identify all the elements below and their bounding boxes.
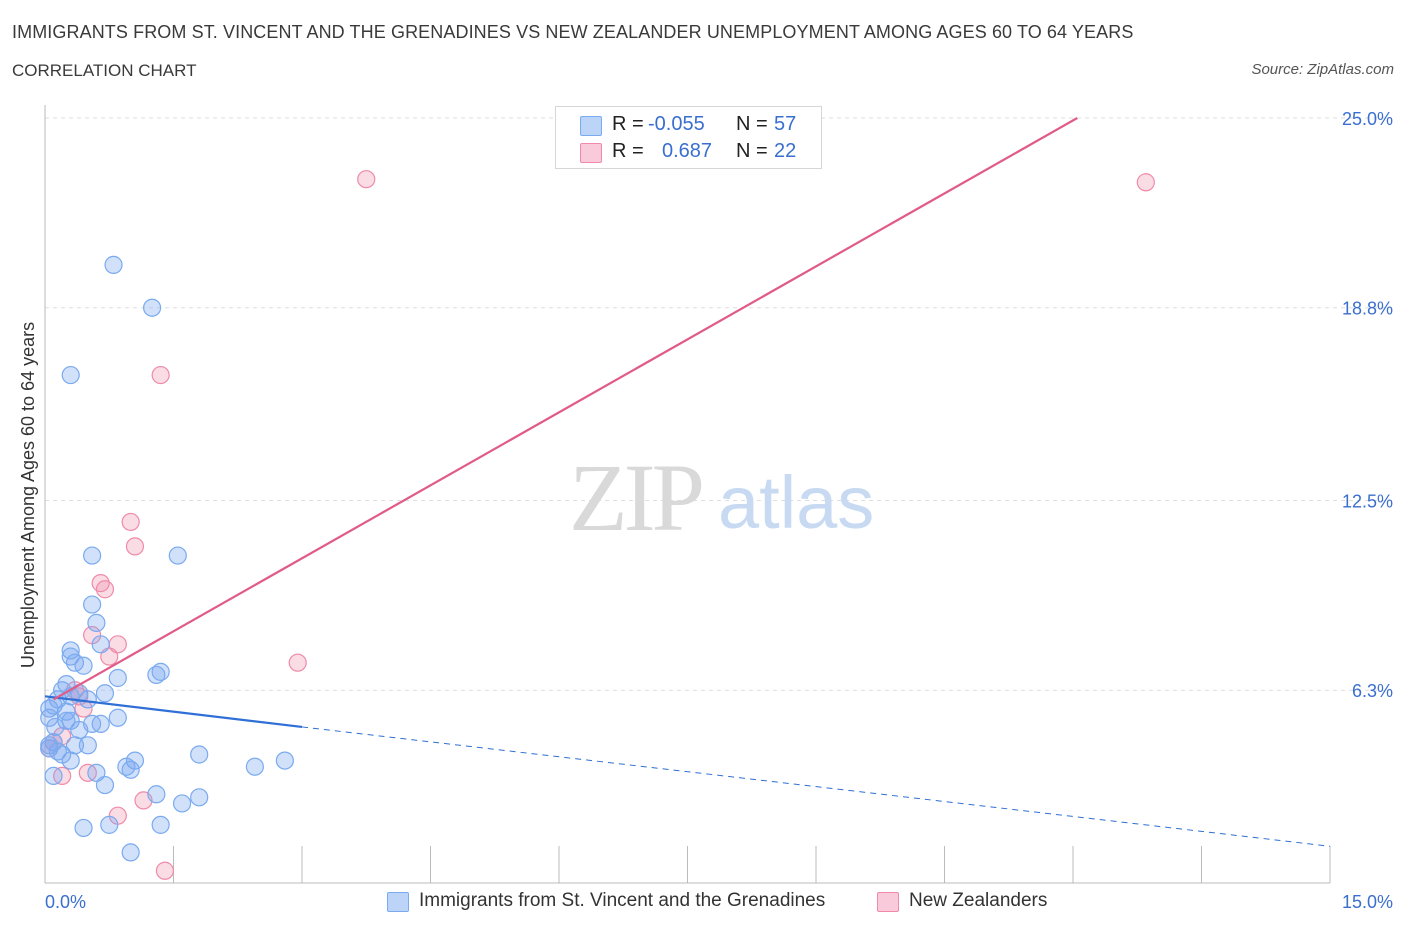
axes [44, 105, 1331, 884]
data-point-new-zealanders [1136, 173, 1155, 192]
data-point-st-vincent [95, 684, 115, 703]
data-point-st-vincent [40, 736, 59, 755]
data-point-st-vincent [125, 751, 145, 770]
data-point-st-vincent [57, 702, 76, 721]
data-point-st-vincent [172, 794, 192, 813]
data-point-st-vincent [61, 751, 80, 770]
data-point-st-vincent [91, 635, 110, 654]
data-point-st-vincent [275, 751, 294, 770]
watermark: ZIP atlas [569, 444, 874, 551]
data-point-st-vincent [70, 720, 89, 740]
data-point-st-vincent [44, 766, 63, 786]
legend-n-value: 57 [774, 113, 797, 135]
trend-line-st-vincent-extension [301, 726, 1331, 847]
data-point-st-vincent [46, 717, 65, 737]
data-point-st-vincent [121, 843, 140, 862]
data-point-new-zealanders [151, 365, 170, 385]
tick-labels: 6.3% 12.5% 18.8% 25.0% 0.0% 15.0% [45, 109, 1393, 912]
y-tick-label: 12.5% [1342, 492, 1393, 512]
correlation-legend: R = -0.055 N = 57 R = 0.687 N = 22 [555, 106, 822, 169]
legend-r-value: -0.055 [648, 113, 705, 135]
data-point-st-vincent [40, 708, 59, 727]
chart-title: IMMIGRANTS FROM ST. VINCENT AND THE GREN… [12, 22, 1134, 42]
legend-swatch-blue [580, 116, 602, 136]
data-point-st-vincent [245, 757, 264, 776]
y-tick-label: 25.0% [1342, 109, 1393, 129]
y-tick-label: 18.8% [1342, 299, 1393, 319]
data-point-st-vincent [95, 775, 115, 795]
gridlines [45, 117, 1392, 691]
data-point-st-vincent [65, 653, 85, 672]
data-point-new-zealanders [155, 861, 175, 880]
data-point-st-vincent [108, 668, 127, 688]
data-point-st-vincent [61, 365, 80, 385]
data-point-st-vincent [121, 760, 140, 779]
bottom-legend-swatch-blue [387, 892, 409, 912]
legend-n-label: N = [736, 113, 768, 135]
data-point-st-vincent [91, 714, 110, 733]
series-st-vincent [40, 255, 294, 862]
legend-swatch-pink [580, 143, 602, 163]
data-point-new-zealanders [357, 170, 376, 189]
data-point-st-vincent [78, 736, 97, 755]
data-point-st-vincent [83, 546, 102, 565]
bottom-legend-label: Immigrants from St. Vincent and the Gren… [419, 890, 826, 911]
legend-n-value: 22 [774, 140, 797, 162]
watermark-zip: ZIP [569, 444, 702, 551]
data-point-new-zealanders [288, 653, 307, 672]
y-axis-label: Unemployment Among Ages 60 to 64 years [18, 322, 38, 668]
data-point-st-vincent [83, 595, 102, 614]
data-point-new-zealanders [121, 512, 140, 532]
x-tick-label: 0.0% [45, 892, 86, 912]
legend-r-value: 0.687 [662, 140, 713, 162]
data-point-new-zealanders [125, 537, 145, 556]
legend-n-label: N = [736, 140, 768, 162]
data-point-st-vincent [104, 255, 123, 274]
data-point-st-vincent [57, 711, 76, 730]
bottom-legend-swatch-pink [877, 892, 899, 912]
data-point-new-zealanders [95, 580, 115, 599]
y-tick-label: 6.3% [1352, 681, 1393, 701]
data-point-st-vincent [108, 708, 127, 727]
data-point-st-vincent [151, 815, 170, 834]
data-point-st-vincent [147, 665, 166, 685]
data-point-st-vincent [100, 815, 119, 834]
trend-line-st-vincent [44, 695, 303, 729]
watermark-atlas: atlas [718, 461, 874, 544]
data-point-st-vincent [74, 818, 93, 838]
source-label: Source: ZipAtlas.com [1251, 61, 1394, 78]
trend-lines [44, 117, 1331, 847]
data-point-st-vincent [142, 298, 162, 317]
data-point-st-vincent [87, 613, 106, 633]
x-tick-label: 15.0% [1342, 892, 1393, 912]
legend-r-label: R = [612, 140, 644, 162]
data-point-st-vincent [147, 785, 166, 804]
bottom-legend-label: New Zealanders [909, 890, 1048, 911]
trend-line-new-zealanders [53, 117, 1078, 701]
legend-r-label: R = [612, 113, 644, 135]
data-point-st-vincent [168, 546, 187, 565]
data-point-st-vincent [190, 788, 209, 807]
chart-subtitle: CORRELATION CHART [12, 61, 197, 80]
data-point-st-vincent [78, 690, 97, 709]
data-point-st-vincent [190, 745, 209, 764]
